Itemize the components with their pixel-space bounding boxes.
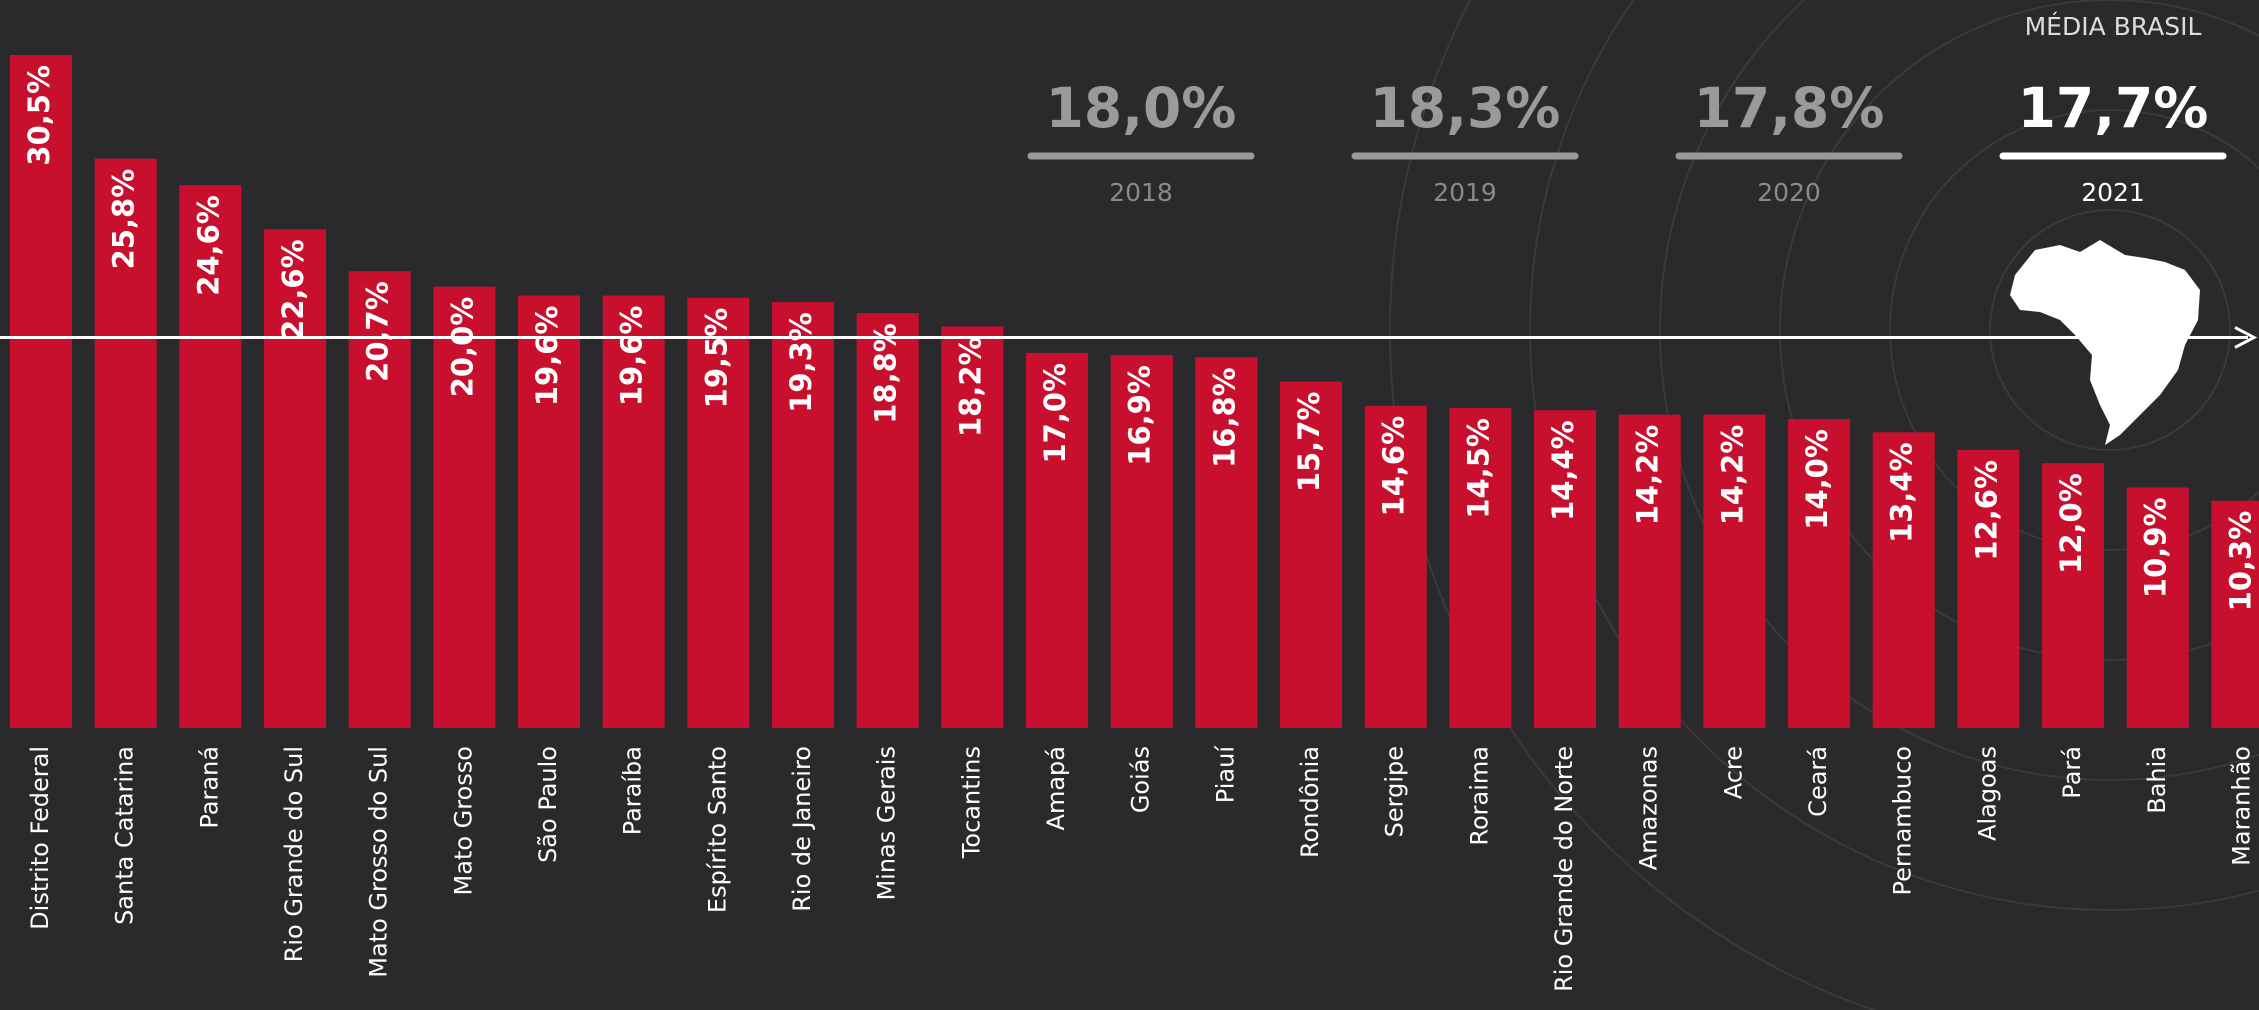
value-label: 20,0% [445,297,479,398]
value-label: 25,8% [107,169,141,270]
category-label: Rio Grande do Norte [1550,746,1578,992]
value-label: 19,6% [615,306,649,407]
category-label: Roraima [1465,746,1493,846]
value-label: 14,2% [1715,425,1749,526]
value-label: 15,7% [1292,392,1326,493]
value-label: 14,4% [1546,420,1580,521]
category-label: Rondônia [1296,746,1324,858]
category-label: Rio Grande do Sul [280,746,308,962]
category-label: Espírito Santo [703,746,731,913]
value-label: 10,3% [2223,511,2257,612]
chart: MÉDIA BRASIL 30,5% Distrito Federal 25,8% S… [0,0,2259,1010]
average-year: 2019 [1433,178,1497,207]
average-year: 2018 [1109,178,1173,207]
value-label: 10,9% [2139,497,2173,598]
value-label: 22,6% [276,239,310,340]
value-label: 14,5% [1461,418,1495,519]
value-label: 17,0% [1038,363,1072,464]
category-label: Mato Grosso [449,746,477,895]
category-label: Amapá [1042,746,1070,830]
category-label: Ceará [1804,746,1832,817]
average-value: 18,3% [1370,76,1561,140]
category-label: Bahia [2143,746,2171,814]
value-label: 14,6% [1377,416,1411,517]
value-label: 12,6% [1969,460,2003,561]
value-label: 18,2% [953,336,987,437]
average-year: 2021 [2081,178,2145,207]
average-value: 17,7% [2018,76,2209,140]
category-label: São Paulo [534,746,562,863]
value-label: 19,5% [699,308,733,409]
category-label: Santa Catarina [111,746,139,925]
category-label: Distrito Federal [26,746,54,930]
average-year: 2020 [1757,178,1821,207]
category-label: Goiás [1127,746,1155,813]
value-label: 13,4% [1885,442,1919,543]
category-label: Amazonas [1635,746,1663,870]
average-title: MÉDIA BRASIL [2025,12,2202,41]
category-label: Alagoas [1973,746,2001,841]
category-label: Pernambuco [1889,746,1917,895]
category-label: Paraná [195,746,223,829]
category-label: Tocantins [957,746,985,859]
value-label: 16,8% [1207,367,1241,468]
category-label: Maranhão [2227,746,2255,866]
value-label: 24,6% [191,195,225,296]
value-label: 12,0% [2054,473,2088,574]
category-label: Minas Gerais [873,746,901,901]
value-label: 16,9% [1123,365,1157,466]
category-label: Pará [2058,746,2086,799]
value-label: 14,2% [1631,425,1665,526]
value-label: 19,3% [784,312,818,413]
value-label: 14,0% [1800,429,1834,530]
category-label: Piauí [1211,745,1239,804]
value-label: 30,5% [22,65,56,166]
category-label: Rio de Janeiro [788,746,816,912]
value-label: 20,7% [361,281,395,382]
value-label: 19,6% [530,306,564,407]
category-label: Mato Grosso do Sul [365,746,393,978]
average-value: 17,8% [1694,76,1885,140]
average-value: 18,0% [1046,76,1237,140]
category-label: Sergipe [1381,746,1409,837]
category-label: Paraíba [619,746,647,835]
category-label: Acre [1719,746,1747,799]
